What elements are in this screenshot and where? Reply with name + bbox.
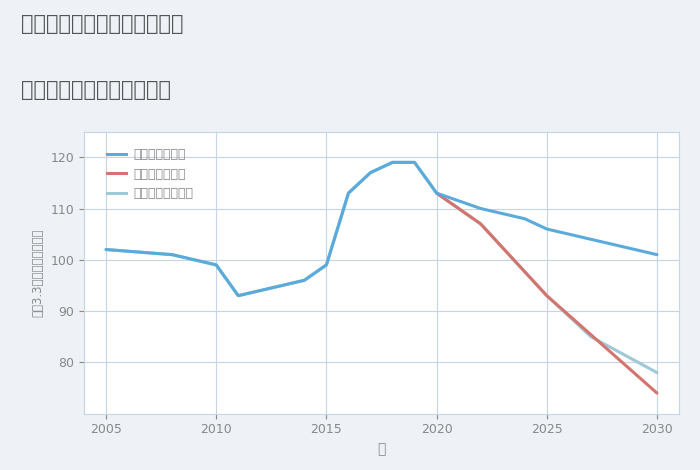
Text: 愛知県稲沢市平和町須ヶ谷の: 愛知県稲沢市平和町須ヶ谷の [21,14,183,34]
Y-axis label: 平（3.3㎡）単価（万円）: 平（3.3㎡）単価（万円） [32,228,45,317]
X-axis label: 年: 年 [377,442,386,456]
Text: 中古マンションの価格推移: 中古マンションの価格推移 [21,80,171,100]
Legend: グッドシナリオ, バッドシナリオ, ノーマルシナリオ: グッドシナリオ, バッドシナリオ, ノーマルシナリオ [102,143,198,205]
